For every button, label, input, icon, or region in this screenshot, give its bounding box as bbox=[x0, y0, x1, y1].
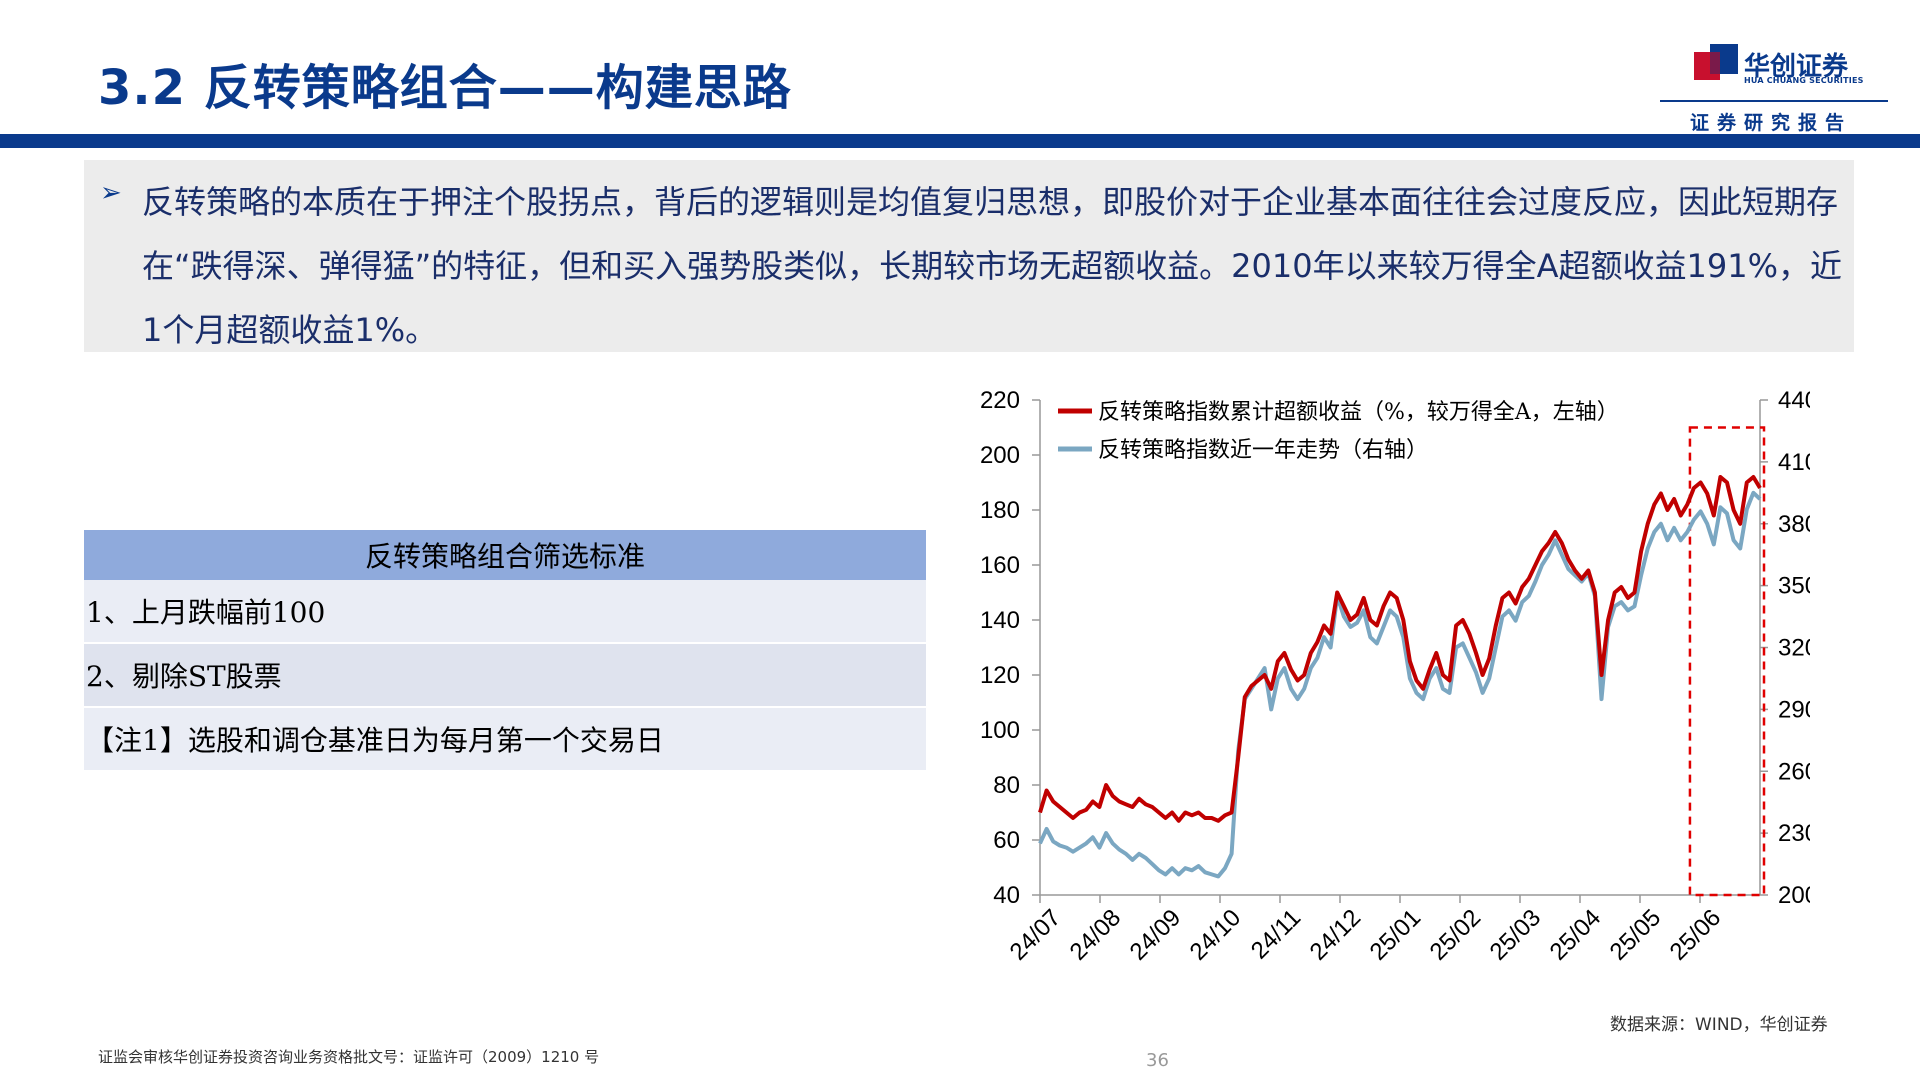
right-tick-label: 2600 bbox=[1778, 758, 1810, 785]
index-trend-line bbox=[1038, 490, 1762, 879]
excess-return-line bbox=[1038, 475, 1762, 823]
x-tick-label: 25/03 bbox=[1485, 904, 1547, 966]
x-tick-label: 25/05 bbox=[1605, 904, 1667, 966]
summary-box bbox=[84, 160, 1854, 352]
right-tick-label: 3200 bbox=[1778, 635, 1810, 662]
x-tick-label: 24/10 bbox=[1185, 904, 1247, 966]
left-tick-label: 60 bbox=[993, 827, 1020, 854]
right-tick-label: 3800 bbox=[1778, 511, 1810, 538]
reversal-strategy-chart: 40 60 80 100 120 140 160 180 200 220 2000 2300 2600 2… bbox=[980, 387, 1810, 966]
summary-text: 反转策略的本质在于押注个股拐点，背后的逻辑则是均值复归思想，即股价对于企业基本面… bbox=[142, 183, 1842, 349]
logo-subtitle: HUA CHUANG SECURITIES bbox=[1744, 76, 1864, 85]
x-tick-label: 25/06 bbox=[1665, 904, 1727, 966]
report-tagline: 证券研究报告 bbox=[1690, 112, 1853, 134]
left-tick-label: 180 bbox=[980, 497, 1020, 524]
left-tick-label: 200 bbox=[980, 442, 1020, 469]
x-tick-label: 24/12 bbox=[1305, 904, 1367, 966]
x-tick-label: 25/01 bbox=[1365, 904, 1427, 966]
right-tick-label: 2300 bbox=[1778, 820, 1810, 847]
left-tick-label: 40 bbox=[993, 882, 1020, 909]
legend-label: 反转策略指数近一年走势（右轴） bbox=[1098, 438, 1428, 463]
x-tick-label: 24/11 bbox=[1246, 904, 1306, 964]
logo-mark-icon bbox=[1694, 44, 1738, 80]
logo-divider bbox=[1660, 100, 1888, 102]
x-tick-label: 25/04 bbox=[1545, 904, 1607, 966]
x-tick-label: 24/09 bbox=[1125, 904, 1187, 966]
left-tick-label: 140 bbox=[980, 607, 1020, 634]
criteria-table: 反转策略组合筛选标准 1、上月跌幅前100 2、剔除ST股票 【注1】选股和调仓… bbox=[84, 530, 926, 772]
page-title: 3.2 反转策略组合——构建思路 bbox=[98, 60, 792, 116]
right-tick-label: 2000 bbox=[1778, 882, 1810, 909]
page-number: 36 bbox=[1146, 1050, 1169, 1071]
right-tick-label: 2900 bbox=[1778, 696, 1810, 723]
right-tick-label: 4100 bbox=[1778, 449, 1810, 476]
license-note: 证监会审核华创证券投资咨询业务资格批文号：证监许可（2009）1210 号 bbox=[98, 1048, 600, 1066]
criteria-row: 1、上月跌幅前100 bbox=[84, 580, 926, 644]
left-tick-label: 160 bbox=[980, 552, 1020, 579]
criteria-table-header: 反转策略组合筛选标准 bbox=[84, 530, 926, 580]
bullet-arrow-icon: ➢ bbox=[100, 178, 122, 208]
x-tick-label: 24/08 bbox=[1065, 904, 1127, 966]
logo-name: 华创证券 bbox=[1744, 52, 1849, 82]
header-band bbox=[0, 134, 1920, 148]
data-source: 数据来源：WIND，华创证券 bbox=[1610, 1015, 1828, 1035]
legend-label: 反转策略指数累计超额收益（%，较万得全A，左轴） bbox=[1098, 400, 1619, 425]
right-tick-label: 4400 bbox=[1778, 387, 1810, 414]
highlight-box bbox=[1688, 426, 1766, 897]
criteria-note-row: 【注1】选股和调仓基准日为每月第一个交易日 bbox=[84, 708, 926, 772]
criteria-row: 2、剔除ST股票 bbox=[84, 644, 926, 708]
left-tick-label: 120 bbox=[980, 662, 1020, 689]
left-tick-label: 100 bbox=[980, 717, 1020, 744]
left-tick-label: 220 bbox=[980, 387, 1020, 414]
company-logo: 华创证券 HUA CHUANG SECURITIES bbox=[1694, 44, 1894, 90]
x-tick-label: 25/02 bbox=[1425, 904, 1487, 966]
x-tick-label: 24/07 bbox=[1005, 904, 1067, 966]
left-tick-label: 80 bbox=[993, 772, 1020, 799]
right-tick-label: 3500 bbox=[1778, 573, 1810, 600]
